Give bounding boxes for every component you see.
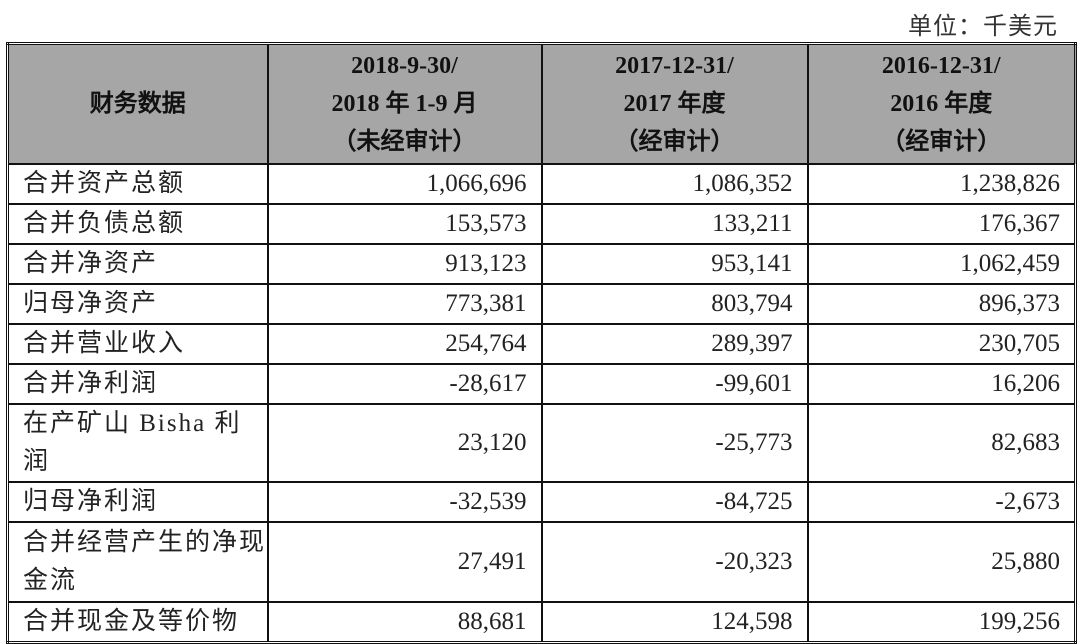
row-label: 归母净资产 xyxy=(6,283,269,325)
table-row: 合并净利润 -28,617 -99,601 16,206 xyxy=(6,363,1077,405)
cell-value: -20,323 xyxy=(540,521,809,603)
row-label: 合并资产总额 xyxy=(6,163,269,205)
table-row: 合并净资产 913,123 953,141 1,062,459 xyxy=(6,243,1077,285)
table-row: 归母净利润 -32,539 -84,725 -2,673 xyxy=(6,481,1077,523)
cell-value: 124,598 xyxy=(540,601,809,644)
header-2018-q3: 2018-9-30/ 2018 年 1-9 月 （未经审计） xyxy=(266,42,543,165)
cell-value: -28,617 xyxy=(266,363,543,405)
cell-value: 199,256 xyxy=(806,601,1077,644)
cell-value: 1,066,696 xyxy=(266,163,543,205)
cell-value: 176,367 xyxy=(806,203,1077,245)
row-label: 合并营业收入 xyxy=(6,323,269,365)
cell-value: -32,539 xyxy=(266,481,543,523)
header-2016: 2016-12-31/ 2016 年度 （经审计） xyxy=(806,42,1077,165)
table-row: 归母净资产 773,381 803,794 896,373 xyxy=(6,283,1077,325)
table-row: 合并营业收入 254,764 289,397 230,705 xyxy=(6,323,1077,365)
cell-value: 82,683 xyxy=(806,403,1077,483)
table-row: 合并资产总额 1,066,696 1,086,352 1,238,826 xyxy=(6,163,1077,205)
row-label: 合并负债总额 xyxy=(6,203,269,245)
header-financial-data: 财务数据 xyxy=(6,42,269,165)
table-row: 在产矿山 Bisha 利润 23,120 -25,773 82,683 xyxy=(6,403,1077,483)
cell-value: 803,794 xyxy=(540,283,809,325)
financial-data-table: 财务数据 2018-9-30/ 2018 年 1-9 月 （未经审计） 2017… xyxy=(6,42,1077,644)
cell-value: 1,062,459 xyxy=(806,243,1077,285)
cell-value: 23,120 xyxy=(266,403,543,483)
row-label: 合并净资产 xyxy=(6,243,269,285)
header-row: 财务数据 2018-9-30/ 2018 年 1-9 月 （未经审计） 2017… xyxy=(6,42,1077,165)
header-2017: 2017-12-31/ 2017 年度 （经审计） xyxy=(540,42,809,165)
table-row: 合并负债总额 153,573 133,211 176,367 xyxy=(6,203,1077,245)
cell-value: 133,211 xyxy=(540,203,809,245)
cell-value: 230,705 xyxy=(806,323,1077,365)
cell-value: 289,397 xyxy=(540,323,809,365)
row-label: 合并经营产生的净现 金流 xyxy=(6,521,269,603)
cell-value: 953,141 xyxy=(540,243,809,285)
cell-value: 1,238,826 xyxy=(806,163,1077,205)
row-label: 合并现金及等价物 xyxy=(6,601,269,644)
cell-value: 153,573 xyxy=(266,203,543,245)
cell-value: 913,123 xyxy=(266,243,543,285)
cell-value: -25,773 xyxy=(540,403,809,483)
cell-value: -2,673 xyxy=(806,481,1077,523)
cell-value: 16,206 xyxy=(806,363,1077,405)
cell-value: 25,880 xyxy=(806,521,1077,603)
row-label: 合并净利润 xyxy=(6,363,269,405)
cell-value: -99,601 xyxy=(540,363,809,405)
cell-value: 896,373 xyxy=(806,283,1077,325)
cell-value: 88,681 xyxy=(266,601,543,644)
cell-value: 27,491 xyxy=(266,521,543,603)
cell-value: 773,381 xyxy=(266,283,543,325)
table-row: 合并经营产生的净现 金流 27,491 -20,323 25,880 xyxy=(6,521,1077,603)
cell-value: 254,764 xyxy=(266,323,543,365)
unit-label: 单位：千美元 xyxy=(908,14,1058,40)
row-label: 归母净利润 xyxy=(6,481,269,523)
cell-value: -84,725 xyxy=(540,481,809,523)
table-row: 合并现金及等价物 88,681 124,598 199,256 xyxy=(6,601,1077,644)
row-label: 在产矿山 Bisha 利润 xyxy=(6,403,269,483)
cell-value: 1,086,352 xyxy=(540,163,809,205)
